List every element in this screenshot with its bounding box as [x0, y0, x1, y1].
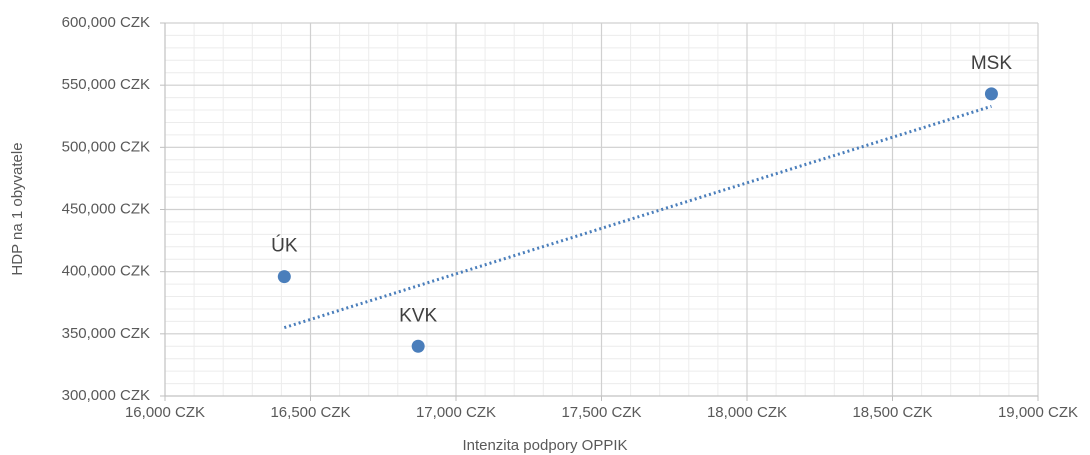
y-tick-label: 450,000 CZK [62, 200, 150, 217]
x-tick-label: 16,000 CZK [125, 404, 205, 421]
point-label: MSK [971, 53, 1013, 74]
x-tick-label: 17,500 CZK [561, 404, 641, 421]
y-axis-title: HDP na 1 obyvatele [9, 142, 26, 275]
y-tick-label: 400,000 CZK [62, 263, 150, 280]
point-label: KVK [399, 305, 437, 326]
x-axis-title: Intenzita podpory OPPIK [462, 437, 627, 454]
x-tick-label: 18,500 CZK [852, 404, 932, 421]
y-tick-label: 500,000 CZK [62, 138, 150, 155]
y-tick-label: 600,000 CZK [62, 14, 150, 31]
x-tick-label: 16,500 CZK [270, 404, 350, 421]
point [984, 87, 998, 101]
y-tick-label: 550,000 CZK [62, 76, 150, 93]
point [277, 270, 291, 284]
x-tick-label: 18,000 CZK [707, 404, 787, 421]
trendline [283, 104, 992, 330]
point [411, 339, 425, 353]
x-tick-label: 17,000 CZK [416, 404, 496, 421]
point-label: ÚK [271, 235, 298, 257]
y-tick-label: 300,000 CZK [62, 387, 150, 404]
y-tick-label: 350,000 CZK [62, 325, 150, 342]
x-tick-label: 19,000 CZK [998, 404, 1078, 421]
